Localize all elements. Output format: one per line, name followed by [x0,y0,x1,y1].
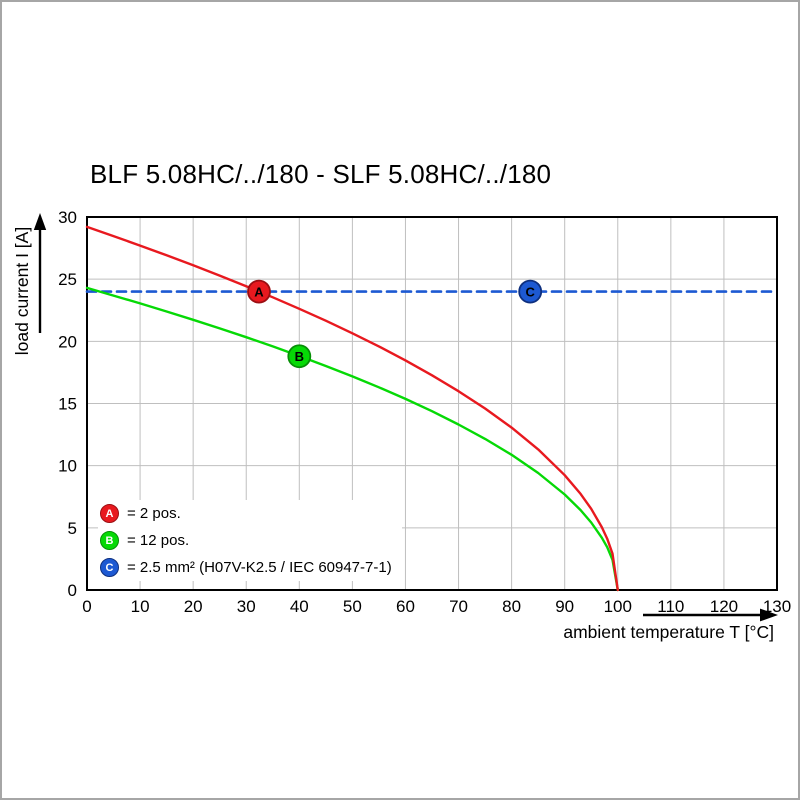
x-axis-label: ambient temperature T [°C] [563,622,774,642]
x-axis-arrow-icon [760,608,778,622]
x-tick-label: 50 [343,597,362,616]
y-tick-label: 25 [58,270,77,289]
x-tick-label: 60 [396,597,415,616]
legend-marker-b-icon: B [100,531,119,550]
x-tick-label: 30 [237,597,256,616]
marker-letter-A: A [254,284,264,299]
legend-label-a: = 2 pos. [127,505,181,522]
curve-A [85,225,619,592]
x-tick-label: 90 [555,597,574,616]
y-axis-arrow-icon [33,213,47,230]
marker-letter-C: C [525,284,535,299]
legend-marker-b-letter: B [105,534,114,547]
legend-marker-a-icon: A [100,504,119,523]
x-tick-label: 120 [710,597,738,616]
legend-marker-a-letter: A [105,507,114,520]
chart-title: BLF 5.08HC/../180 - SLF 5.08HC/../180 [90,159,552,189]
x-tick-label: 70 [449,597,468,616]
y-axis-label: load current I [A] [12,226,32,356]
legend-item-c: C = 2.5 mm² (H07V-K2.5 / IEC 60947-7-1) [100,554,392,581]
marker-letter-B: B [295,349,304,364]
y-tick-label: 15 [58,395,77,414]
x-tick-label: 110 [657,597,684,616]
x-tick-label: 80 [502,597,521,616]
y-tick-label: 30 [58,208,77,227]
legend-label-c: = 2.5 mm² (H07V-K2.5 / IEC 60947-7-1) [127,559,392,576]
legend-item-a: A = 2 pos. [100,500,392,527]
marker-B [287,344,312,369]
y-tick-label: 10 [58,457,77,476]
x-tick-label: 100 [604,597,632,616]
x-tick-label: 20 [184,597,203,616]
legend-marker-c-letter: C [105,561,114,574]
y-tick-label: 5 [68,519,77,538]
x-tick-label: 0 [82,597,91,616]
plot-border [86,216,778,591]
legend: A = 2 pos. B = 12 pos. C = 2.5 mm² (H07V… [98,500,402,581]
legend-label-b: = 12 pos. [127,532,190,549]
marker-A [247,279,271,304]
marker-C [518,279,543,304]
y-tick-label: 0 [68,581,77,600]
x-tick-label: 40 [290,597,309,616]
legend-item-b: B = 12 pos. [100,527,392,554]
x-tick-label: 130 [763,597,791,616]
legend-marker-c-icon: C [100,558,119,577]
curve-B [85,286,619,592]
x-tick-label: 10 [131,597,150,616]
y-tick-label: 20 [58,332,77,351]
